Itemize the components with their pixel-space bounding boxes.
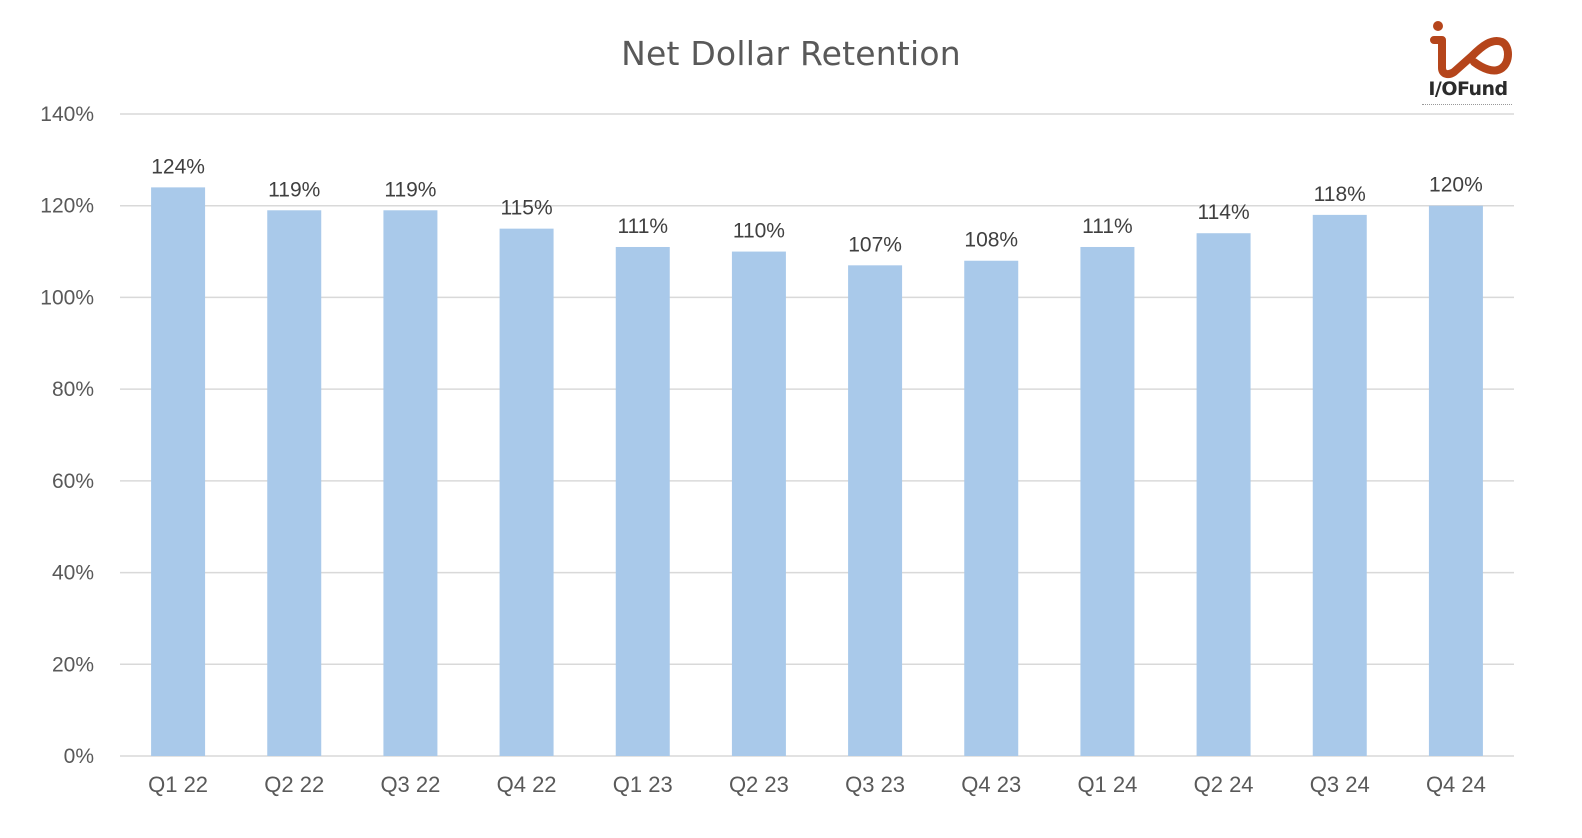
- y-tick-label: 140%: [40, 103, 94, 126]
- x-tick-label: Q2 23: [729, 772, 789, 797]
- y-tick-label: 40%: [52, 562, 94, 585]
- x-tick-label: Q1 22: [148, 772, 208, 797]
- x-tick-label: Q3 24: [1310, 772, 1370, 797]
- data-label: 119%: [268, 178, 320, 201]
- bar: [615, 246, 670, 756]
- bar: [499, 228, 554, 757]
- data-labels: 124% 119% 119% 115% 111% 110% 107% 108% 111% 114%…: [151, 155, 1483, 256]
- x-tick-label: Q4 23: [961, 772, 1021, 797]
- x-tick-label: Q3 22: [380, 772, 440, 797]
- data-label: 110%: [733, 220, 785, 243]
- data-label: 115%: [501, 197, 553, 220]
- data-label: 118%: [1314, 183, 1366, 206]
- bar: [1080, 246, 1135, 756]
- bar: [267, 210, 322, 757]
- x-axis-ticks: Q1 22 Q2 22 Q3 22 Q4 22 Q1 23 Q2 23 Q3 23 Q4 23…: [148, 772, 1486, 797]
- y-tick-label: 80%: [52, 378, 94, 401]
- data-label: 114%: [1198, 201, 1250, 224]
- y-tick-label: 20%: [52, 653, 94, 676]
- y-tick-label: 100%: [40, 286, 94, 309]
- x-tick-label: Q4 24: [1426, 772, 1486, 797]
- chart-title: Net Dollar Retention: [621, 34, 961, 73]
- x-tick-label: Q2 22: [264, 772, 324, 797]
- bar: [964, 260, 1019, 756]
- io-fund-logo-icon: [1430, 21, 1512, 79]
- data-label: 119%: [384, 178, 436, 201]
- x-tick-label: Q4 22: [497, 772, 557, 797]
- io-fund-logo: I/OFund: [1418, 18, 1518, 110]
- data-label: 108%: [964, 229, 1018, 252]
- bar: [151, 187, 206, 756]
- y-tick-label: 60%: [52, 470, 94, 493]
- gridlines: [120, 113, 1514, 757]
- data-label: 107%: [848, 233, 902, 256]
- data-label: 111%: [617, 215, 668, 238]
- y-tick-label: 0%: [64, 745, 94, 768]
- x-tick-label: Q3 23: [845, 772, 905, 797]
- data-label: 111%: [1082, 215, 1133, 238]
- x-tick-label: Q1 23: [613, 772, 673, 797]
- logo-text: I/OFund: [1428, 78, 1508, 100]
- data-label: 124%: [151, 155, 205, 178]
- bars: [151, 187, 1483, 757]
- bar: [383, 210, 438, 757]
- bar: [848, 265, 903, 756]
- data-label: 120%: [1429, 174, 1483, 197]
- bar: [1196, 233, 1251, 756]
- x-tick-label: Q2 24: [1194, 772, 1254, 797]
- x-tick-label: Q1 24: [1077, 772, 1137, 797]
- logo-underline: [1422, 104, 1512, 107]
- bar: [1312, 214, 1367, 756]
- bar: [731, 251, 786, 757]
- y-tick-label: 120%: [40, 195, 94, 218]
- bar: [1428, 205, 1483, 756]
- y-axis-ticks: 0% 20% 40% 60% 80% 100% 120% 140%: [40, 103, 94, 768]
